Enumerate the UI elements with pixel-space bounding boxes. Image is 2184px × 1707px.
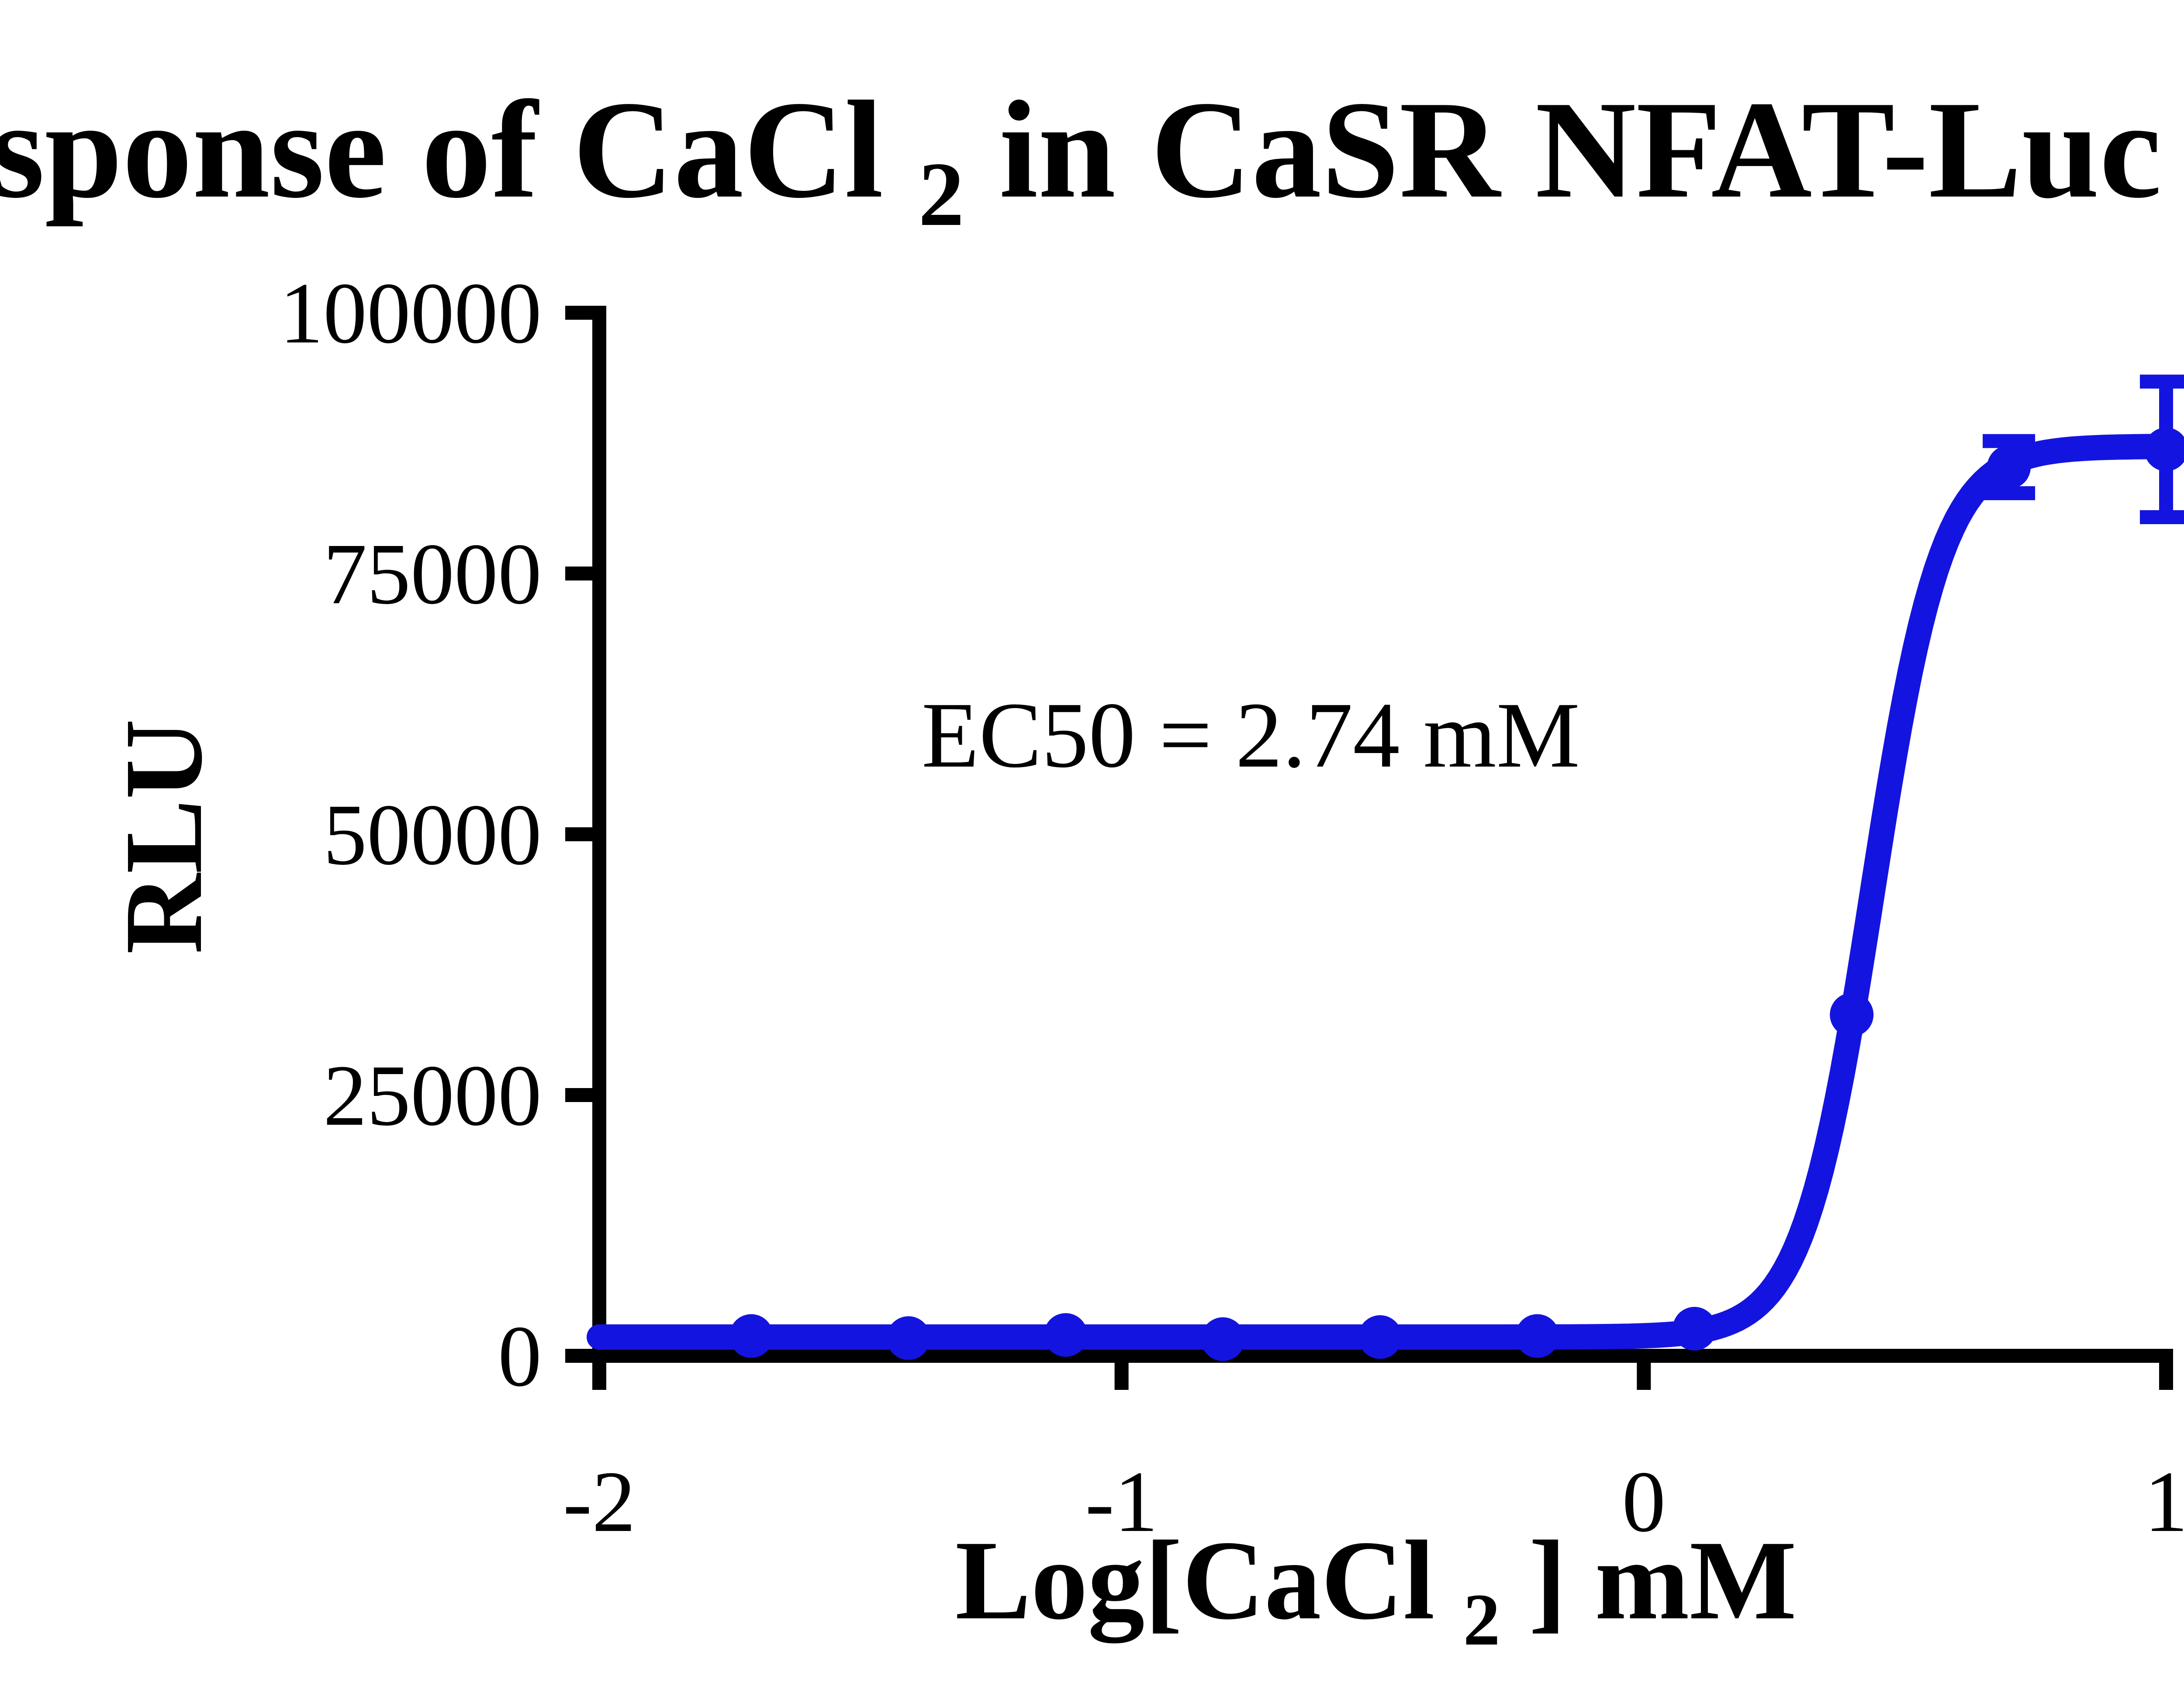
y-tick-label: 0 [498, 1308, 542, 1405]
chart-title-main: Dose Response of CaCl [0, 73, 883, 227]
x-axis-title: Log[CaCl 2 ] mM [955, 1517, 1797, 1669]
data-point-marker [1358, 1315, 1402, 1359]
dose-response-curve [587, 434, 2179, 1350]
data-point-marker [2144, 427, 2184, 471]
x-axis-title-subscript: 2 [1463, 1579, 1500, 1661]
data-points [729, 427, 2184, 1361]
data-point-marker [1673, 1306, 1717, 1351]
x-tick-label: 1 [2144, 1454, 2184, 1550]
axes [592, 306, 2173, 1390]
data-point-marker [1987, 445, 2031, 489]
ec50-annotation: EC50 = 2.74 mM [922, 683, 1580, 787]
data-point-marker [729, 1314, 773, 1358]
y-tick-label: 25000 [323, 1047, 542, 1144]
y-tick-label: 100000 [280, 265, 542, 362]
data-point-marker [1515, 1314, 1559, 1358]
data-point-marker [1830, 993, 1874, 1037]
y-tick-label: 75000 [323, 526, 542, 622]
fit-curve [587, 434, 2179, 1350]
x-axis-title-main: Log[CaCl [955, 1517, 1435, 1645]
x-axis-title-tail: ] mM [1529, 1517, 1797, 1643]
axis-tick-labels: 0 25000 50000 75000 100000 -2 -1 0 1 [280, 265, 2184, 1550]
data-point-marker [886, 1316, 930, 1360]
x-tick-label: 0 [1622, 1454, 1666, 1550]
axis-ticks [565, 306, 2173, 1390]
y-axis-title: RLU [102, 719, 225, 954]
y-tick-label: 50000 [323, 787, 542, 883]
x-tick-label: -1 [1085, 1454, 1158, 1550]
data-point-marker [1044, 1313, 1088, 1357]
chart-title-subscript: 2 [918, 144, 964, 245]
x-tick-label: -2 [563, 1454, 636, 1550]
chart-title: Dose Response of CaCl 2 in CaSR NFAT-Luc… [0, 72, 2184, 256]
chart-title-tail: in CaSR NFAT-Luc HEK293（C15） [999, 72, 2184, 227]
data-point-marker [1201, 1317, 1245, 1361]
